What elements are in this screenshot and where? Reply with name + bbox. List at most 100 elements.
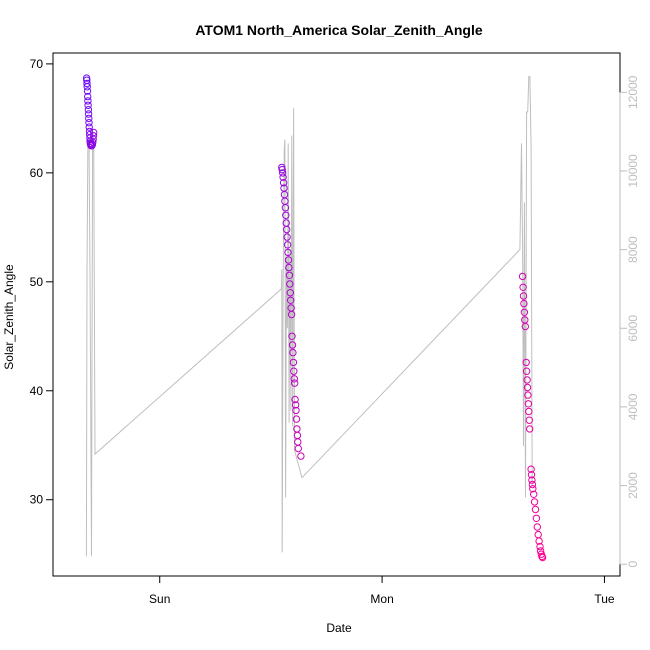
data-point [292,415,301,423]
data-point [285,263,293,272]
x-tick-label: Sun [149,592,170,606]
data-point [285,271,294,279]
data-point [531,505,540,514]
y-axis-left: 30 40 50 60 70 [30,57,54,507]
data-point [523,376,531,384]
y-tick-label-left: 60 [30,166,44,180]
data-point [522,367,531,375]
chart-title: ATOM1 North_America Solar_Zenith_Angle [195,22,483,38]
data-point [289,358,298,367]
data-point [84,106,93,114]
data-point [527,471,536,479]
data-point [527,465,535,473]
y-tick-label-left: 70 [30,57,44,71]
y-axis-right: 0 2000 4000 6000 8000 10000 12000 [619,75,640,568]
y-tick-label-right: 10000 [626,154,640,188]
data-point [292,406,300,415]
data-point [83,79,91,88]
data-point [281,204,290,212]
data-point [530,498,539,506]
data-point [520,299,528,308]
data-point [518,272,527,281]
data-point [279,179,288,187]
data-point [293,431,302,440]
data-point [85,123,93,131]
data-point [284,248,292,257]
data-point [85,119,93,127]
data-point [532,514,541,522]
data-point [288,332,296,340]
data-point [535,537,543,545]
y-tick-label-left: 30 [30,493,44,507]
data-point [282,211,290,220]
data-point [528,476,536,484]
data-point [528,480,537,489]
data-point [85,114,93,123]
y-tick-label-right: 2000 [626,472,640,499]
data-point [286,280,294,288]
data-point [83,83,91,91]
data-point [83,87,92,95]
data-point [526,425,534,433]
data-point [278,165,286,174]
data-point [283,233,291,241]
data-point [519,283,527,291]
data-point [290,375,298,383]
data-point [283,225,291,234]
data-point [289,348,297,357]
data-point [294,444,302,453]
data-point [84,110,93,118]
x-tick-label: Mon [370,592,393,606]
x-tick-label: Tue [594,592,615,606]
data-point [520,308,529,316]
data-point [522,358,530,367]
y-axis-label: Solar_Zenith_Angle [2,264,16,370]
data-point [84,97,92,105]
data-point [530,490,538,498]
data-point [89,132,98,140]
data-point [521,322,529,331]
y-tick-label-right: 8000 [626,236,640,263]
data-point [284,256,293,264]
data-point [287,310,296,319]
data-point [290,367,298,375]
data-point [291,379,299,387]
data-point [287,296,295,304]
data-point [279,173,287,181]
y-tick-label-left: 50 [30,275,44,289]
data-point [286,289,294,297]
x-axis-label: Date [326,621,352,635]
data-point [90,128,98,137]
y-tick-label-right: 4000 [626,393,640,420]
data-point [84,101,92,110]
y-tick-label-right: 6000 [626,315,640,342]
data-point [525,407,533,416]
data-point [538,553,547,562]
data-point [519,292,528,300]
data-point [524,391,532,399]
data-point [288,341,297,349]
data-point [536,542,544,551]
y-tick-label-right: 12000 [626,75,640,109]
y-tick-label-right: 0 [626,561,640,568]
data-point [523,383,532,392]
data-point [534,530,542,539]
data-point [525,416,533,424]
data-point [280,190,289,199]
gray-series-line [85,76,533,557]
data-point [291,395,299,404]
data-point [533,523,541,531]
data-point [529,485,537,493]
altitude-line-layer [85,76,533,557]
data-point [294,438,302,446]
x-axis: Sun Mon Tue [149,575,615,606]
y-tick-label-left: 40 [30,384,44,398]
data-point [297,452,305,460]
data-points-layer [82,74,547,562]
data-point [279,169,287,177]
data-point [524,400,533,408]
data-point [536,547,545,555]
data-point [84,92,92,101]
data-point [283,241,292,249]
